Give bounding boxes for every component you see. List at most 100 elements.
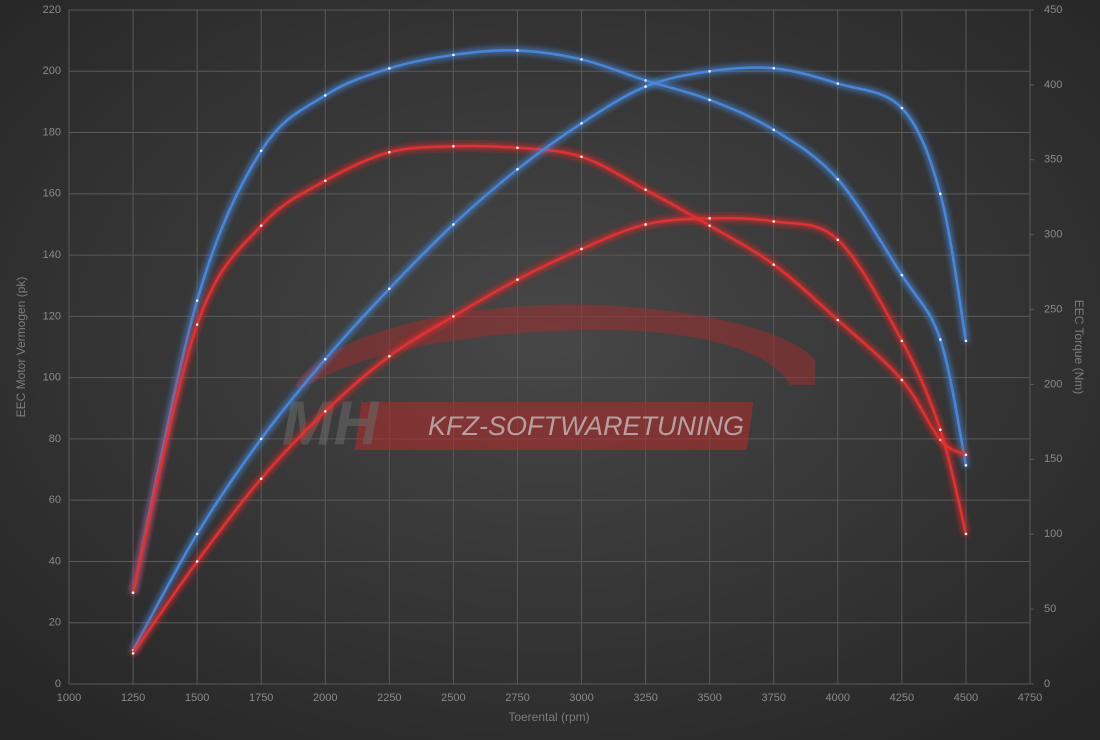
watermark-banner (354, 402, 754, 450)
y-tick-label: 140 (43, 249, 61, 261)
y-tick-label: 80 (49, 433, 61, 445)
x-tick-label: 1250 (121, 692, 145, 704)
data-point (195, 323, 199, 326)
data-point (708, 69, 711, 73)
x-tick-label: 1000 (57, 692, 81, 704)
y-tick-label: 60 (49, 494, 61, 506)
x-axis-title: Toerental (rpm) (508, 710, 589, 724)
data-point (964, 532, 968, 536)
data-point (939, 338, 942, 341)
y2-axis-title: EEC Torque (Nm) (1072, 300, 1086, 394)
data-point (836, 82, 840, 85)
data-point (939, 192, 942, 196)
data-point (452, 223, 455, 226)
data-point (644, 223, 647, 226)
data-point (452, 53, 455, 57)
data-point (516, 278, 519, 281)
data-point (388, 150, 391, 154)
data-point (388, 67, 391, 70)
data-point (772, 66, 776, 70)
data-point (323, 357, 327, 361)
y-tick-label: 180 (43, 126, 61, 138)
x-tick-label: 4250 (890, 692, 914, 704)
watermark-text: KFZ-SOFTWARETUNING (428, 411, 744, 441)
y-tick-label: 160 (43, 188, 61, 200)
x-tick-label: 2000 (313, 692, 337, 704)
data-point (195, 299, 199, 302)
y2-tick-label: 150 (1044, 453, 1062, 465)
data-point (964, 453, 968, 457)
x-tick-label: 2500 (441, 692, 465, 704)
x-tick-label: 1750 (249, 692, 273, 704)
data-point (323, 179, 327, 183)
data-point (388, 354, 391, 358)
data-point (323, 410, 327, 413)
data-point (388, 287, 391, 291)
x-tick-label: 3000 (569, 692, 593, 704)
watermark-car (295, 304, 815, 390)
data-point (644, 188, 647, 192)
y2-tick-label: 100 (1044, 528, 1062, 540)
data-point (772, 128, 776, 132)
y-tick-label: 220 (43, 4, 61, 16)
y2-tick-label: 450 (1044, 4, 1062, 16)
y-tick-label: 100 (43, 372, 61, 384)
data-point (900, 273, 904, 277)
data-point (131, 652, 135, 655)
x-tick-label: 4000 (826, 692, 850, 704)
x-tick-label: 2250 (377, 692, 401, 704)
data-point (259, 477, 263, 481)
data-point (836, 318, 840, 322)
data-point (580, 247, 583, 251)
data-point (939, 428, 942, 432)
data-point (259, 149, 263, 153)
data-point (900, 339, 904, 343)
x-tick-label: 4750 (1018, 692, 1042, 704)
y2-tick-label: 400 (1044, 79, 1062, 91)
data-point (939, 438, 942, 442)
data-point (516, 168, 519, 171)
data-point (516, 146, 519, 150)
data-point (772, 263, 776, 266)
y-tick-label: 120 (43, 310, 61, 322)
y-tick-label: 20 (49, 617, 61, 629)
data-point (452, 315, 455, 318)
data-point (131, 591, 135, 594)
y2-tick-label: 250 (1044, 303, 1062, 315)
data-point (580, 122, 583, 125)
data-point (516, 49, 519, 52)
data-point (259, 224, 263, 227)
series-line (131, 144, 968, 594)
data-point (259, 437, 263, 441)
data-point (195, 560, 199, 563)
y2-tick-label: 350 (1044, 154, 1062, 166)
series-line (131, 66, 968, 652)
data-point (644, 85, 647, 88)
x-tick-label: 4500 (954, 692, 978, 704)
data-point (900, 378, 904, 382)
data-point (195, 532, 199, 536)
y2-tick-label: 50 (1044, 603, 1056, 615)
plot (131, 49, 968, 655)
x-tick-label: 3500 (697, 692, 721, 704)
data-point (964, 464, 968, 467)
data-point (836, 177, 840, 181)
data-point (452, 144, 455, 148)
data-point (900, 106, 904, 110)
data-point (964, 339, 968, 343)
y-axis-title: EEC Motor Vermogen (pk) (14, 277, 28, 418)
data-point (708, 98, 711, 102)
x-tick-label: 3250 (633, 692, 657, 704)
data-point (580, 58, 583, 61)
data-point (772, 220, 776, 223)
x-tick-label: 3750 (761, 692, 785, 704)
watermark-logo: MH (282, 389, 380, 458)
y-tick-label: 200 (43, 65, 61, 77)
data-point (323, 94, 327, 97)
data-point (644, 79, 647, 82)
data-point (836, 238, 840, 242)
y2-tick-label: 200 (1044, 378, 1062, 390)
y-tick-label: 40 (49, 555, 61, 567)
